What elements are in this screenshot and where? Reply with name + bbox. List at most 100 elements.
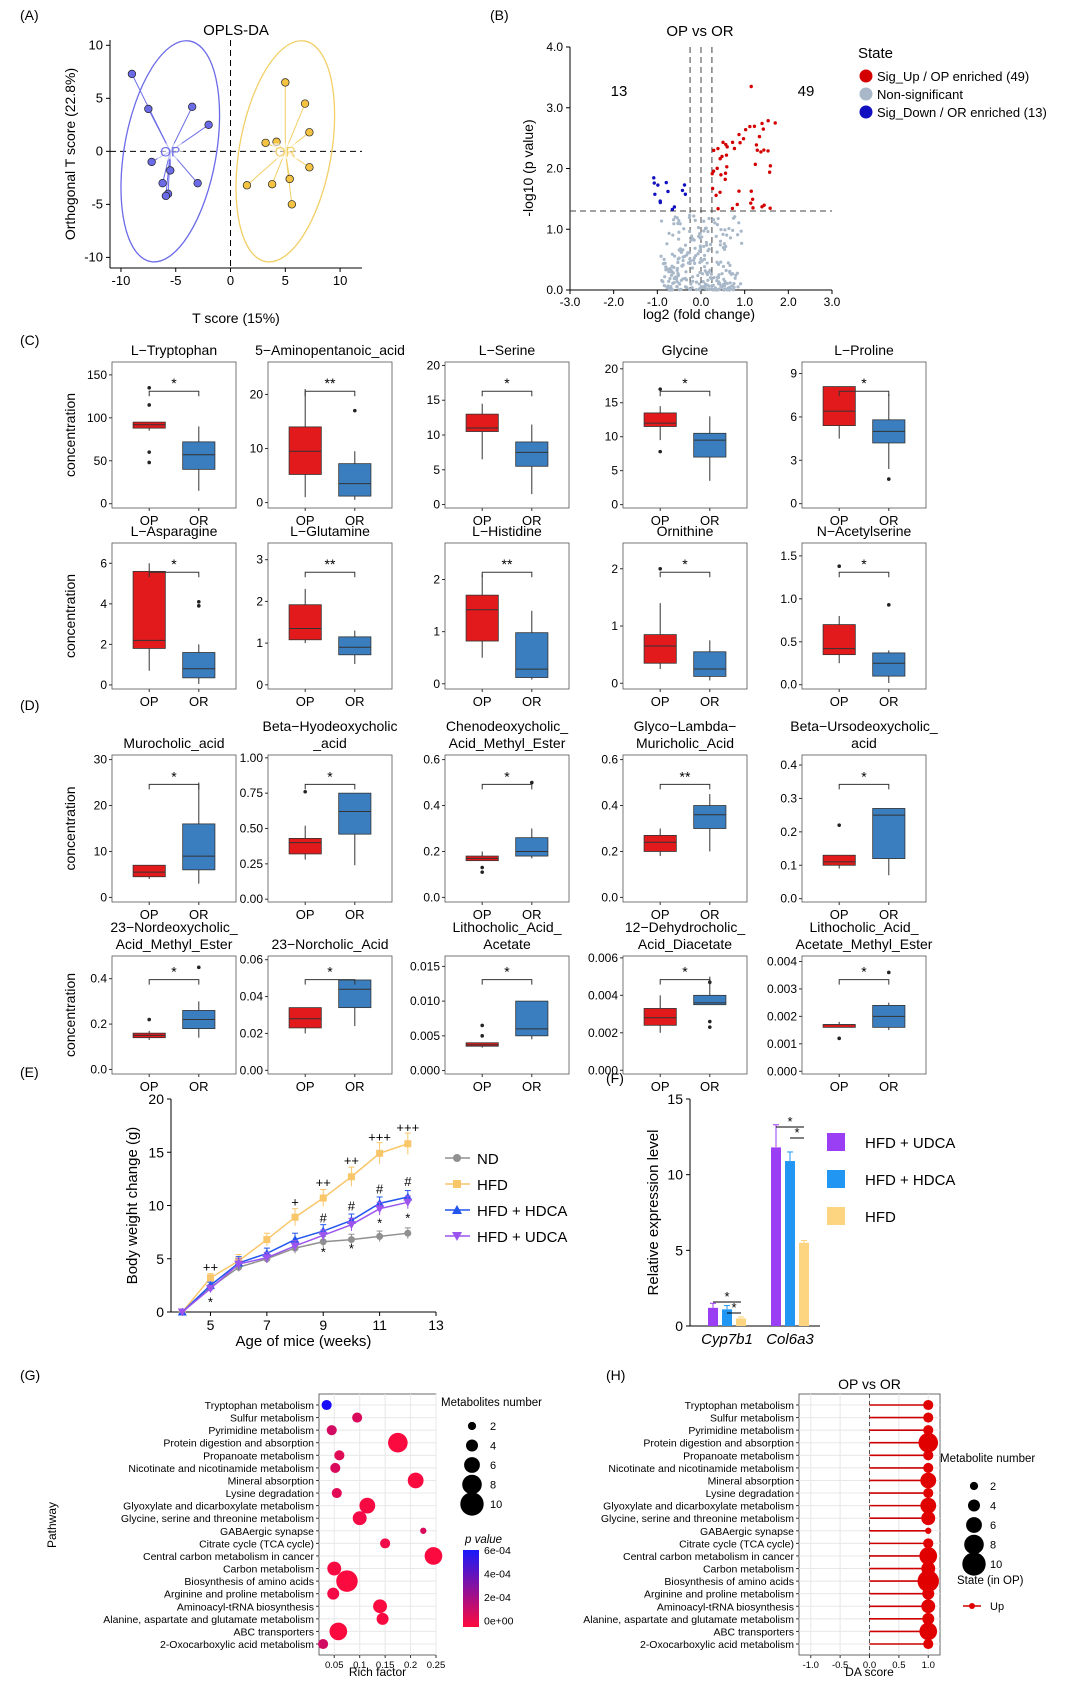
legend-label: Sig_Down / OR enriched (13) xyxy=(877,105,1047,120)
state-legend-title: State (in OP) xyxy=(957,1575,1024,1587)
ns-point xyxy=(738,282,743,286)
x-tick-label: OP xyxy=(296,907,315,922)
expression-bar xyxy=(736,1318,746,1326)
box-iqr xyxy=(182,652,216,679)
plot-frame xyxy=(111,361,237,509)
y-tick-label: 0.6 xyxy=(423,753,440,767)
ns-point xyxy=(678,282,682,286)
up-point xyxy=(760,205,764,209)
box-iqr xyxy=(693,805,727,829)
plot-frame xyxy=(267,955,393,1075)
x-category-label: Col6a3 xyxy=(766,1331,814,1348)
ns-point xyxy=(692,214,696,218)
y-tick-label: 0.006 xyxy=(588,951,618,965)
sig-label: * xyxy=(794,1125,799,1140)
series-marker xyxy=(290,1242,300,1251)
size-legend-dot xyxy=(962,1552,986,1576)
up-point xyxy=(715,166,719,171)
plot-frame xyxy=(801,361,927,509)
panel-label-e: (E) xyxy=(20,1064,39,1080)
plot-frame xyxy=(801,542,927,690)
enrichment-bubble xyxy=(327,1561,342,1576)
y-tick-label: 0.50 xyxy=(240,822,264,836)
enrichment-bubble xyxy=(407,1472,424,1489)
ns-point xyxy=(683,276,687,280)
box-iqr xyxy=(515,632,549,678)
y-tick-label: 0.2 xyxy=(90,1017,107,1031)
up-point xyxy=(754,143,759,147)
x-tick-label: 0 xyxy=(227,273,234,288)
subplot-title: 5−Aminopentanoic_acid xyxy=(255,342,405,358)
y-tick-label: 2 xyxy=(611,562,618,576)
legend-swatch xyxy=(827,1133,845,1151)
pathway-label: Carbon metabolism xyxy=(223,1564,314,1576)
sig-label: * xyxy=(861,375,867,391)
y-tick-label: -10 xyxy=(84,249,103,264)
lollipop-head xyxy=(923,1412,934,1423)
significance-mark: * xyxy=(349,1241,354,1256)
ns-point xyxy=(727,226,731,231)
y-tick-label: 1.5 xyxy=(780,549,797,563)
state-legend-dot xyxy=(969,1603,975,1609)
y-tick-label: 0.04 xyxy=(240,990,264,1004)
pathway-label: Citrate cycle (TCA cycle) xyxy=(679,1538,794,1550)
enrichment-bubble xyxy=(388,1432,408,1453)
x-tick-label: OR xyxy=(345,513,365,528)
y-tick-label: 6 xyxy=(100,556,107,570)
lollipop-head xyxy=(918,1432,939,1453)
up-point xyxy=(761,127,766,131)
outlier-point xyxy=(147,403,151,407)
subplot-title: 23−Norcholic_Acid xyxy=(271,936,388,952)
panel-label-g: (G) xyxy=(20,1367,40,1383)
series-marker xyxy=(262,1254,272,1263)
box-iqr xyxy=(182,441,216,470)
subplot-title: L−Asparagine xyxy=(131,523,218,539)
ns-point xyxy=(696,226,701,230)
x-tick-label: -5 xyxy=(170,273,182,288)
enrichment-bubble xyxy=(424,1547,443,1565)
x-tick-label: OP xyxy=(473,907,492,922)
box-iqr xyxy=(132,570,166,649)
y-tick-label: 0.25 xyxy=(240,857,264,871)
y-tick-label: 0.06 xyxy=(240,953,264,967)
up-point xyxy=(755,148,760,152)
x-tick-label: OP xyxy=(140,1079,159,1094)
ns-point xyxy=(672,276,676,281)
y-tick-label: 0 xyxy=(611,676,618,690)
plot-frame xyxy=(267,542,393,690)
series-marker xyxy=(453,1154,461,1162)
ns-point xyxy=(690,234,694,238)
lollipop-head xyxy=(921,1599,936,1614)
ns-point xyxy=(684,285,688,289)
y-axis-label: -log10 (p value) xyxy=(520,119,536,216)
legend-swatch xyxy=(859,69,873,83)
x-tick-label: 0.2 xyxy=(404,1660,417,1671)
size-legend-dot xyxy=(467,1421,477,1431)
outlier-point xyxy=(147,385,151,390)
ns-point xyxy=(713,286,718,290)
subplot-title: Lithocholic_Acid_ xyxy=(453,919,562,935)
lollipop-head xyxy=(921,1511,936,1526)
ns-point xyxy=(681,258,685,263)
up-point xyxy=(768,206,772,210)
ns-point xyxy=(716,216,720,221)
ns-point xyxy=(659,254,663,258)
y-tick-label: -5 xyxy=(91,196,103,211)
up-point xyxy=(738,140,742,145)
size-legend-dot xyxy=(460,1492,484,1516)
ns-point xyxy=(688,287,692,291)
enrichment-bubble xyxy=(373,1599,387,1614)
pathway-label: Alanine, aspartate and glutamate metabol… xyxy=(583,1614,794,1626)
y-tick-label: 3 xyxy=(790,453,797,467)
y-tick-label: 0.002 xyxy=(588,1026,618,1040)
sig-bracket xyxy=(481,390,533,397)
ns-point xyxy=(691,279,695,283)
ns-point xyxy=(692,256,696,260)
ns-point xyxy=(664,265,668,269)
sig-bracket xyxy=(148,979,200,985)
y-tick-label: 30 xyxy=(94,753,108,767)
ns-point xyxy=(720,272,724,276)
series-marker xyxy=(234,1260,244,1269)
x-axis-label: Age of mice (weeks) xyxy=(236,1333,372,1350)
